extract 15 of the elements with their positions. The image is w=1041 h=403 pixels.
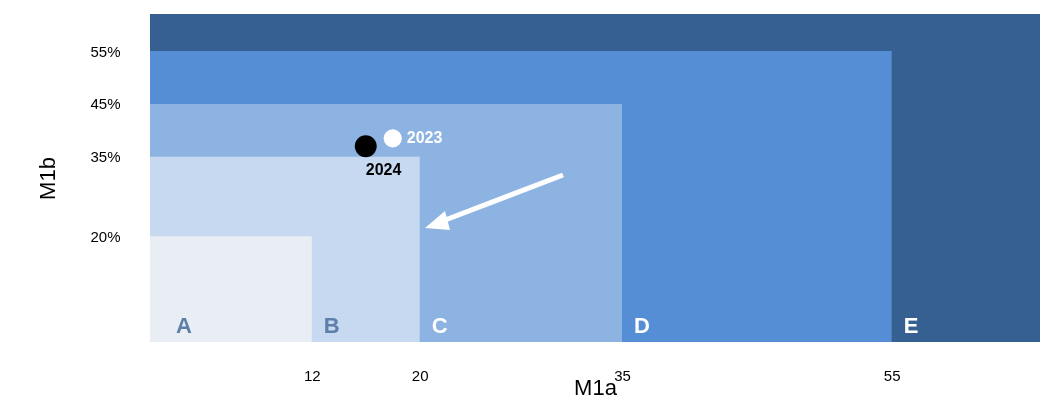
y-tick-label: 55% <box>90 42 121 60</box>
y-tick-label: 35% <box>90 148 121 166</box>
series-label: E <box>903 313 919 338</box>
series-label: C <box>431 313 448 338</box>
x-tick-label: 20 <box>411 366 429 384</box>
x-tick-label: 55 <box>883 366 901 384</box>
series-label: 2023 <box>406 129 443 147</box>
series-label: D <box>633 313 650 338</box>
series-label: 2024 <box>365 161 402 179</box>
series-label: A <box>176 313 192 338</box>
y-tick-label: 45% <box>90 95 121 113</box>
series-label: B <box>323 313 340 338</box>
x-tick-label: 12 <box>303 366 321 384</box>
y-tick-label: 20% <box>90 227 121 245</box>
y-axis-title: M1b <box>35 157 61 200</box>
